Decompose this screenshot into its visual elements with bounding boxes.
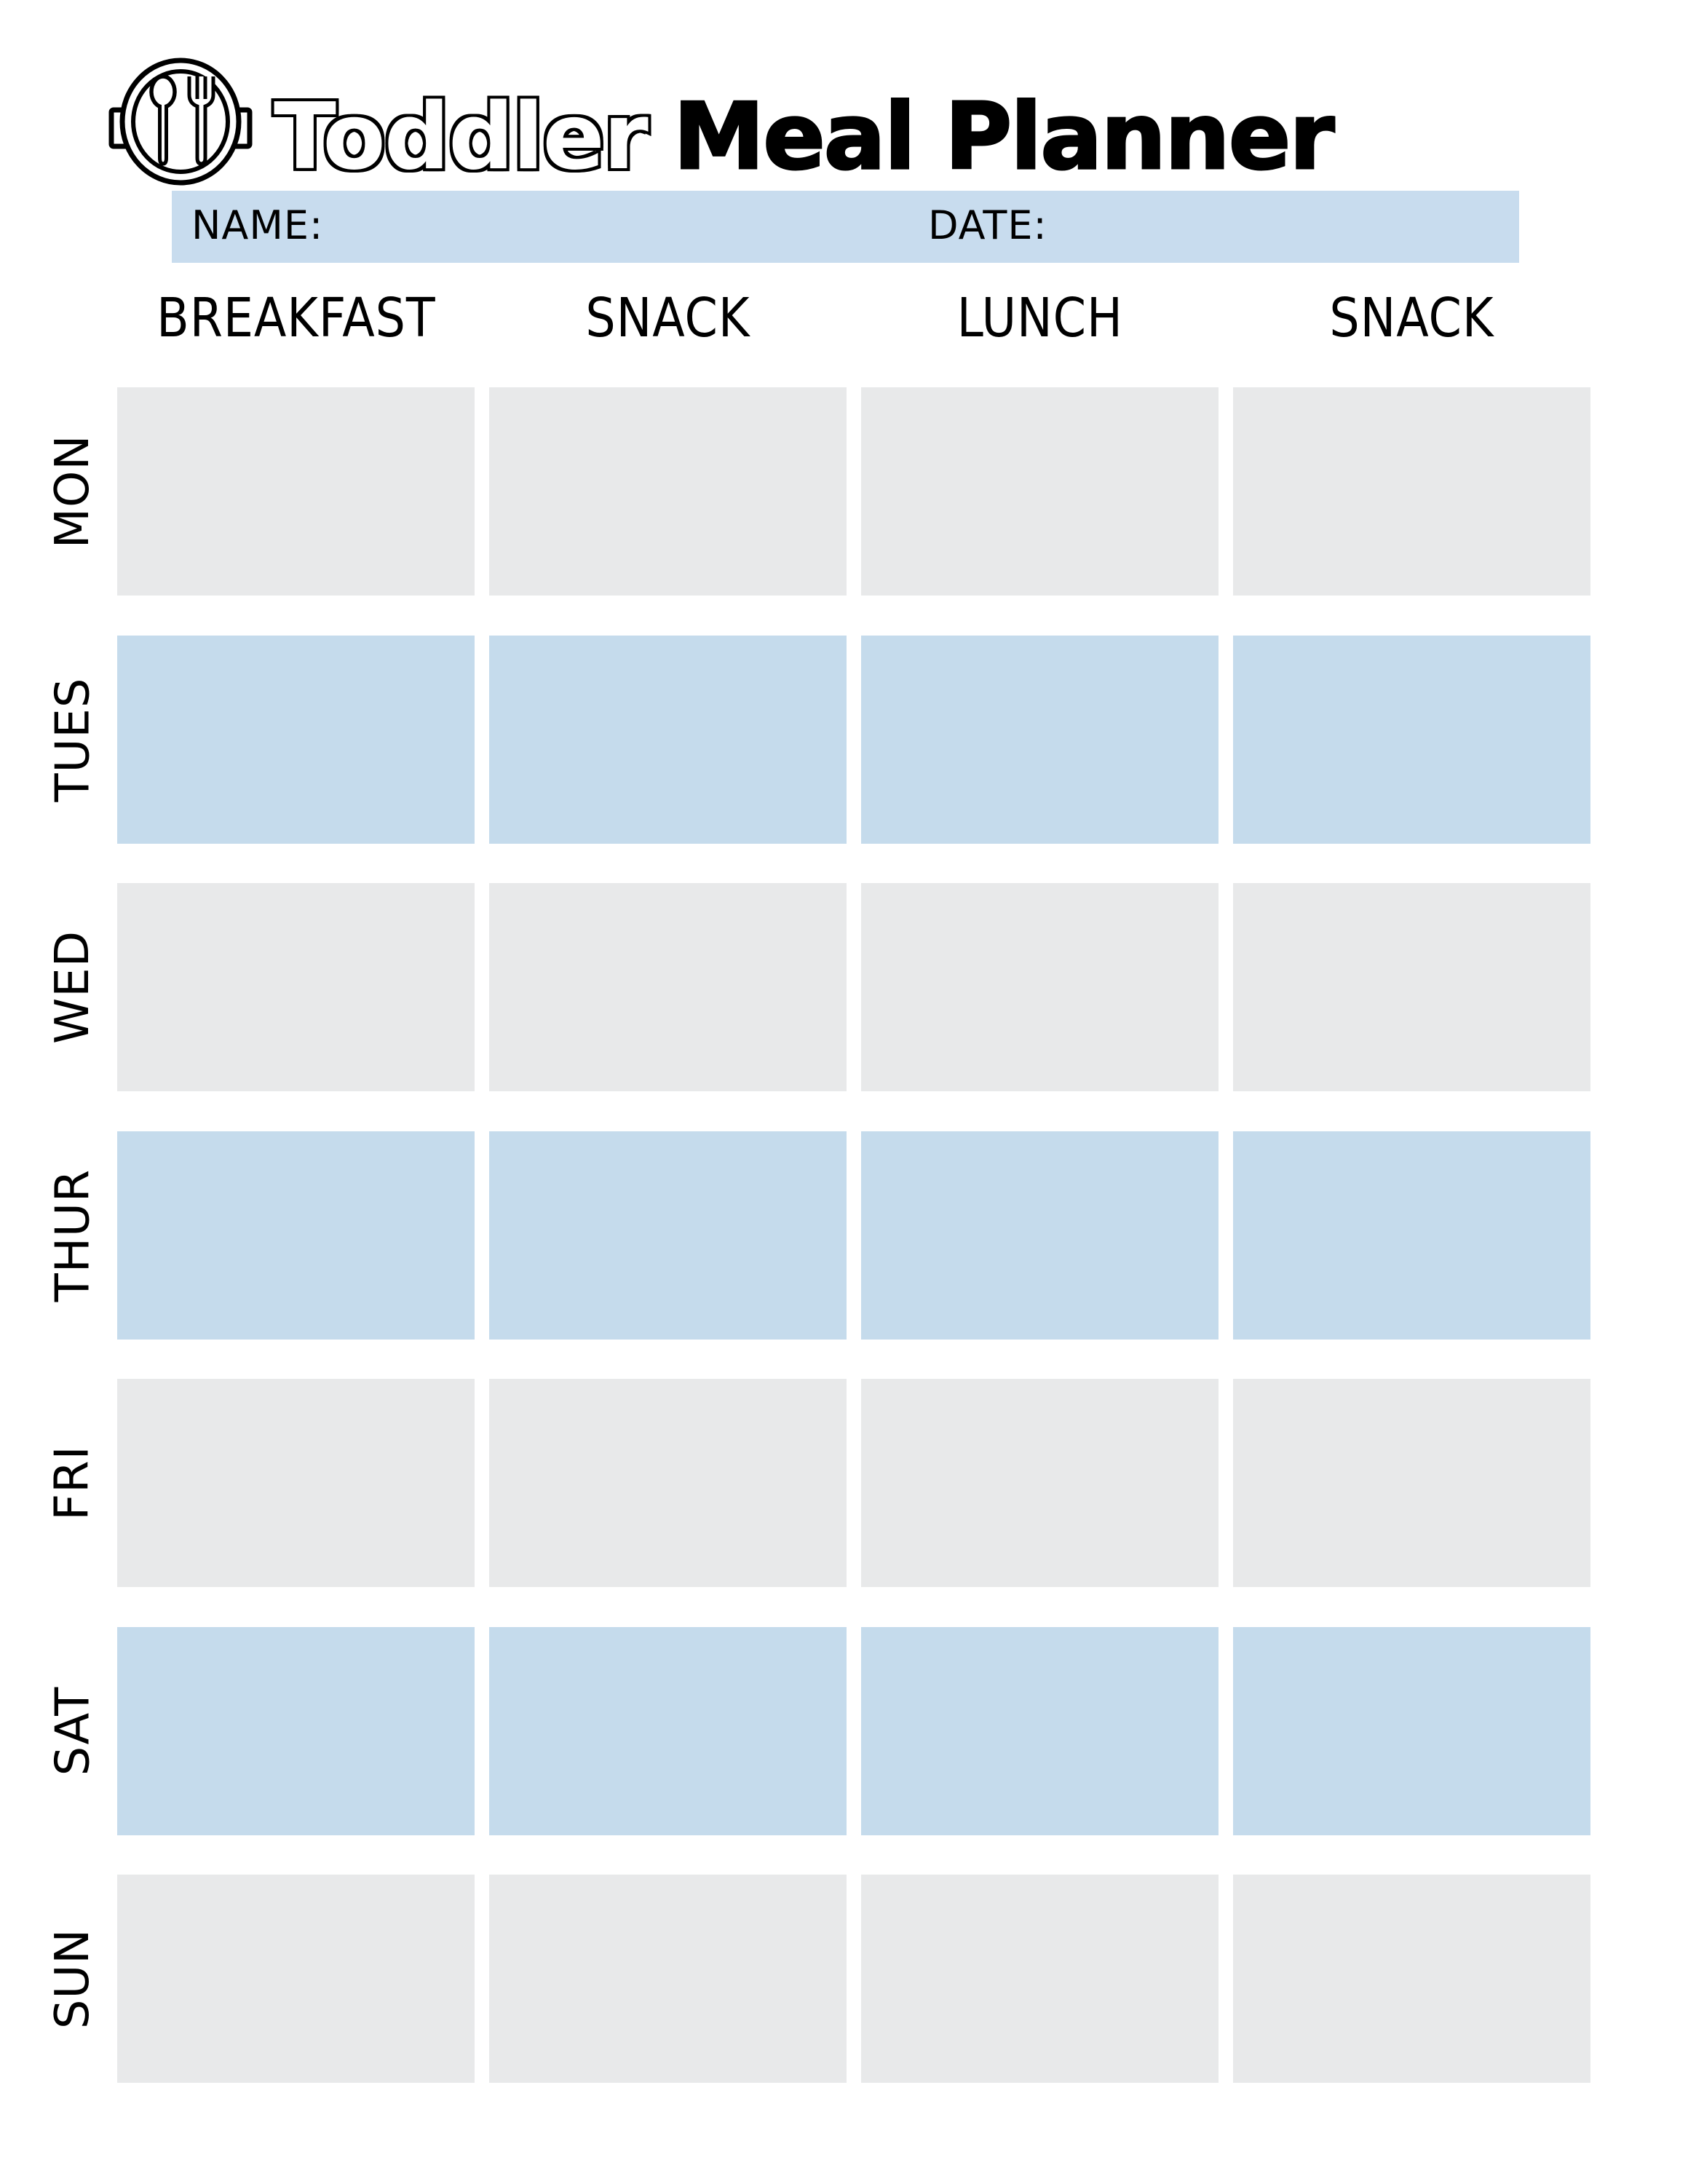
meal-cell-sat-breakfast-0[interactable] — [117, 1626, 475, 1835]
column-header-snack-pm: SNACK — [1329, 287, 1494, 349]
day-label-sat: SAT — [29, 1627, 116, 1835]
page-title-outline-word: Toddler — [271, 83, 651, 190]
day-label-text: SAT — [46, 1686, 100, 1776]
day-label-text: WED — [46, 930, 100, 1044]
meal-cell-fri-lunch-2[interactable] — [861, 1379, 1219, 1587]
meal-cell-sat-snack-1[interactable] — [489, 1626, 847, 1835]
column-header-breakfast: BREAKFAST — [156, 287, 436, 349]
meal-cell-sun-snack-3[interactable] — [1233, 1875, 1590, 2083]
meal-cell-sun-breakfast-0[interactable] — [117, 1875, 475, 2083]
name-label: NAME: — [191, 202, 324, 248]
meal-cell-tues-breakfast-0[interactable] — [117, 635, 475, 844]
column-header-lunch: LUNCH — [956, 287, 1123, 349]
page-title: Toddler Meal Planner — [271, 83, 1336, 190]
day-label-text: MON — [46, 434, 100, 549]
meal-cell-sun-snack-1[interactable] — [489, 1875, 847, 2083]
meal-cell-wed-lunch-2[interactable] — [861, 883, 1219, 1091]
name-input-area[interactable] — [323, 195, 629, 239]
meal-cell-sat-lunch-2[interactable] — [861, 1626, 1219, 1835]
meal-cell-wed-breakfast-0[interactable] — [117, 883, 475, 1091]
meal-grid — [117, 387, 1590, 2083]
day-label-thur: THUR — [29, 1131, 116, 1340]
meal-cell-fri-snack-1[interactable] — [489, 1379, 847, 1587]
plate-and-cutlery-icon — [108, 58, 253, 186]
day-label-text: TUES — [46, 677, 100, 802]
meal-cell-wed-snack-1[interactable] — [489, 883, 847, 1091]
meal-cell-thur-snack-1[interactable] — [489, 1131, 847, 1340]
day-label-text: SUN — [46, 1928, 100, 2030]
day-label-text: THUR — [46, 1168, 100, 1302]
meal-column-headers: BREAKFAST SNACK LUNCH SNACK — [117, 291, 1590, 345]
meal-cell-thur-breakfast-0[interactable] — [117, 1131, 475, 1340]
day-label-text: FRI — [46, 1445, 100, 1521]
meal-cell-fri-snack-3[interactable] — [1233, 1379, 1590, 1587]
name-field: NAME: — [191, 191, 629, 263]
meal-cell-tues-snack-3[interactable] — [1233, 635, 1590, 844]
meal-cell-mon-lunch-2[interactable] — [861, 387, 1219, 596]
meal-cell-tues-lunch-2[interactable] — [861, 635, 1219, 844]
meal-cell-thur-lunch-2[interactable] — [861, 1131, 1219, 1340]
name-date-banner: NAME: DATE: — [172, 191, 1519, 263]
column-header-snack-am: SNACK — [585, 287, 750, 349]
day-label-mon: MON — [29, 387, 116, 596]
meal-cell-sat-snack-3[interactable] — [1233, 1626, 1590, 1835]
date-field: DATE: — [928, 191, 1353, 263]
meal-cell-mon-snack-3[interactable] — [1233, 387, 1590, 596]
meal-cell-tues-snack-1[interactable] — [489, 635, 847, 844]
meal-cell-thur-snack-3[interactable] — [1233, 1131, 1590, 1340]
date-label: DATE: — [928, 202, 1047, 248]
meal-cell-mon-snack-1[interactable] — [489, 387, 847, 596]
meal-cell-fri-breakfast-0[interactable] — [117, 1379, 475, 1587]
meal-cell-wed-snack-3[interactable] — [1233, 883, 1590, 1091]
day-label-wed: WED — [29, 883, 116, 1091]
meal-cell-sun-lunch-2[interactable] — [861, 1875, 1219, 2083]
meal-cell-mon-breakfast-0[interactable] — [117, 387, 475, 596]
day-label-tues: TUES — [29, 636, 116, 844]
day-label-sun: SUN — [29, 1875, 116, 2083]
page-title-solid-words: Meal Planner — [672, 83, 1335, 190]
date-input-area[interactable] — [1047, 195, 1353, 239]
day-label-fri: FRI — [29, 1379, 116, 1587]
